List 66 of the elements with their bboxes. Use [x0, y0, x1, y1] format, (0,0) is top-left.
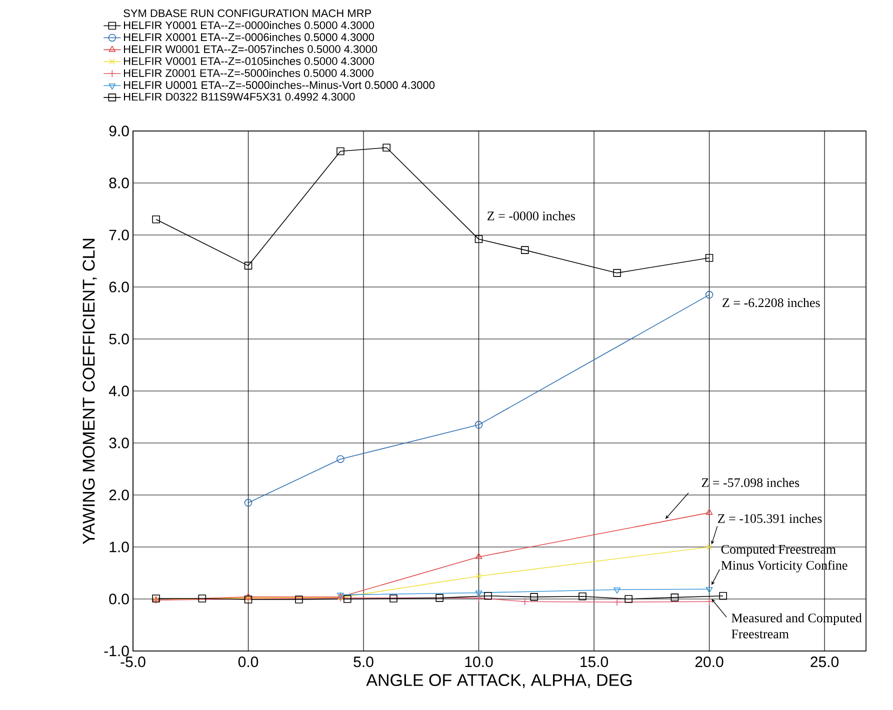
x-tick-label: 0.0: [238, 656, 258, 668]
y-tick-label: -1.0: [104, 646, 129, 656]
legend-title: SYM DBASE RUN CONFIGURATION MACH MRP: [124, 9, 372, 18]
point: [295, 596, 303, 604]
point: [484, 592, 492, 600]
y-tick-label: 1.0: [110, 542, 129, 552]
point: [475, 552, 482, 560]
x-tick-label: 5.0: [354, 656, 374, 668]
point: [719, 592, 727, 600]
point: [336, 455, 344, 464]
x-axis-title: ANGLE OF ATTACK, ALPHA, DEG: [366, 674, 632, 688]
annotation: Z = -57.098 inches: [702, 478, 800, 488]
point: [474, 594, 483, 602]
point: [474, 235, 483, 244]
x-tick-label: -5.0: [120, 656, 146, 668]
point: [705, 290, 714, 299]
point: [476, 573, 482, 579]
y-tick-label: 5.0: [109, 334, 129, 344]
point: [520, 246, 529, 254]
point: [614, 587, 620, 594]
point: [436, 594, 444, 602]
point: [706, 508, 713, 515]
x-tick-label: 25.0: [810, 656, 839, 668]
y-tick-label: 6.0: [109, 282, 129, 292]
point: [706, 544, 712, 550]
annotation: Z = -0000 inches: [488, 211, 575, 220]
y-tick-label: 4.0: [108, 386, 129, 396]
point: [530, 593, 538, 601]
y-tick-label: 2.0: [109, 490, 129, 500]
y-axis-title: YAWING MOMENT COEFFICIENT, CLN: [82, 238, 97, 544]
y-tick-label: 8.0: [109, 178, 129, 188]
legend-label: HELFIR V0001 ETA--Z=-0105inches 0.5000 4.3000: [124, 56, 374, 66]
point: [613, 598, 621, 606]
y-tick-label: 3.0: [109, 438, 129, 448]
point: [624, 595, 632, 603]
legend-label: HELFIR U0001 ETA--Z=-5000inches--Minus-Vort 0.5000 4.3000: [124, 80, 435, 89]
point: [244, 498, 252, 507]
x-tick-label: 20.0: [695, 656, 724, 668]
legend-label: HELFIR Z0001 ETA--Z=-5000inches 0.5000 4.3000: [124, 68, 374, 77]
point: [343, 595, 352, 603]
point: [390, 594, 398, 602]
point: [382, 144, 390, 152]
y-tick-label: 7.0: [109, 230, 129, 240]
point: [520, 598, 529, 606]
point: [670, 594, 679, 602]
point: [336, 147, 344, 156]
legend-label: HELFIR W0001 ETA--Z=-0057inches 0.5000 4.3000: [124, 44, 378, 54]
point: [474, 420, 483, 429]
point: [705, 598, 714, 606]
legend-label: HELFIR D0322 B11S9W4F5X31 0.4992 4.3000: [124, 92, 355, 101]
annotation: Z = -105.391 inches: [718, 514, 822, 524]
point: [198, 594, 206, 602]
point: [706, 586, 713, 594]
annotation: Z = -6.2208 inches: [722, 298, 820, 308]
legend-label: HELFIR Y0001 ETA--Z=-0000inches 0.5000 4.3000: [124, 21, 374, 30]
point: [475, 590, 482, 597]
y-tick-label: 0.0: [109, 594, 129, 604]
x-tick-label: 10.0: [465, 656, 493, 668]
point: [244, 262, 252, 270]
point: [705, 254, 714, 262]
y-tick-label: 9.0: [109, 126, 129, 136]
x-tick-label: 15.0: [580, 656, 608, 668]
legend-label: HELFIR X0001 ETA--Z=-0006inches 0.5000 4.3000: [124, 33, 374, 42]
point: [152, 215, 160, 224]
point: [578, 592, 586, 600]
point: [613, 269, 621, 277]
